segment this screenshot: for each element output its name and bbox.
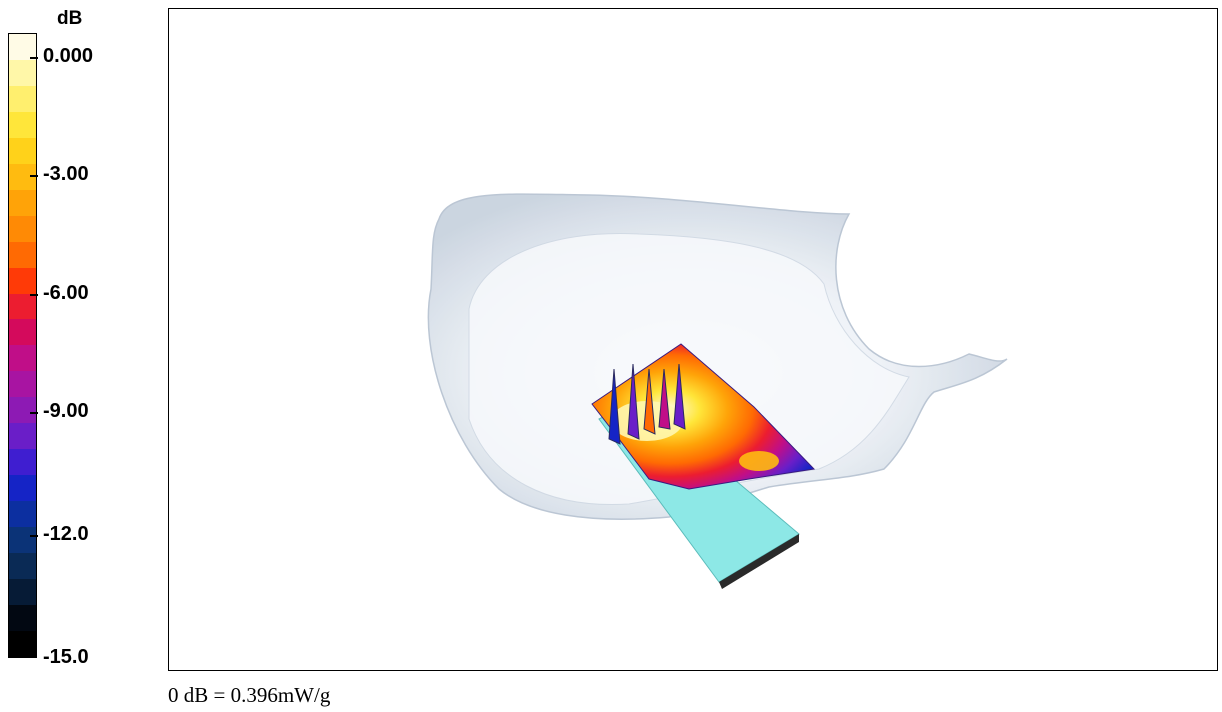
legend-swatch	[9, 59, 36, 86]
legend-swatch	[9, 397, 36, 424]
legend-tick-15: -15.0	[43, 646, 89, 669]
sar-spikes	[608, 363, 686, 445]
legend-tick-0: 0.000	[43, 45, 94, 68]
legend-tick-6: -6.00	[43, 282, 89, 305]
legend-swatch	[9, 267, 36, 294]
legend-swatch	[9, 527, 36, 554]
legend-tick-mark	[30, 175, 38, 177]
3d-viewport[interactable]	[168, 8, 1218, 671]
legend-swatch	[9, 449, 36, 476]
legend-swatch	[9, 189, 36, 216]
legend-tick-mark	[30, 57, 38, 59]
legend-swatch	[9, 34, 36, 60]
legend-swatch	[9, 111, 36, 138]
legend-tick-mark	[30, 294, 38, 296]
legend-swatch	[9, 423, 36, 450]
legend-unit-label: dB	[57, 8, 83, 29]
legend-swatch	[9, 553, 36, 580]
legend-swatch	[9, 475, 36, 502]
sar-scene	[427, 193, 1008, 589]
phone-block-side	[719, 534, 799, 589]
legend-swatch	[9, 241, 36, 268]
sar-secondary-peak	[739, 451, 779, 471]
legend-swatch	[9, 215, 36, 242]
legend-swatch	[9, 319, 36, 346]
legend-swatch	[9, 604, 36, 631]
legend-tick-9: -9.00	[43, 400, 89, 423]
legend-tick-mark	[30, 535, 38, 537]
legend-swatch	[9, 345, 36, 372]
legend-swatch	[9, 630, 36, 657]
legend-tick-mark	[30, 412, 38, 414]
legend-tick-3: -3.00	[43, 163, 89, 186]
legend-swatch	[9, 579, 36, 605]
legend-swatch	[9, 85, 36, 112]
legend-swatch	[9, 371, 36, 398]
legend-color-bar	[8, 33, 37, 658]
reference-caption: 0 dB = 0.396mW/g	[168, 683, 331, 707]
legend-swatch	[9, 501, 36, 528]
color-legend: dB 0.000 -3.00 -6.00 -9.00 -12.0 -15.0	[0, 0, 160, 680]
legend-tick-12: -12.0	[43, 523, 89, 546]
legend-swatch	[9, 137, 36, 164]
legend-swatch	[9, 293, 36, 320]
